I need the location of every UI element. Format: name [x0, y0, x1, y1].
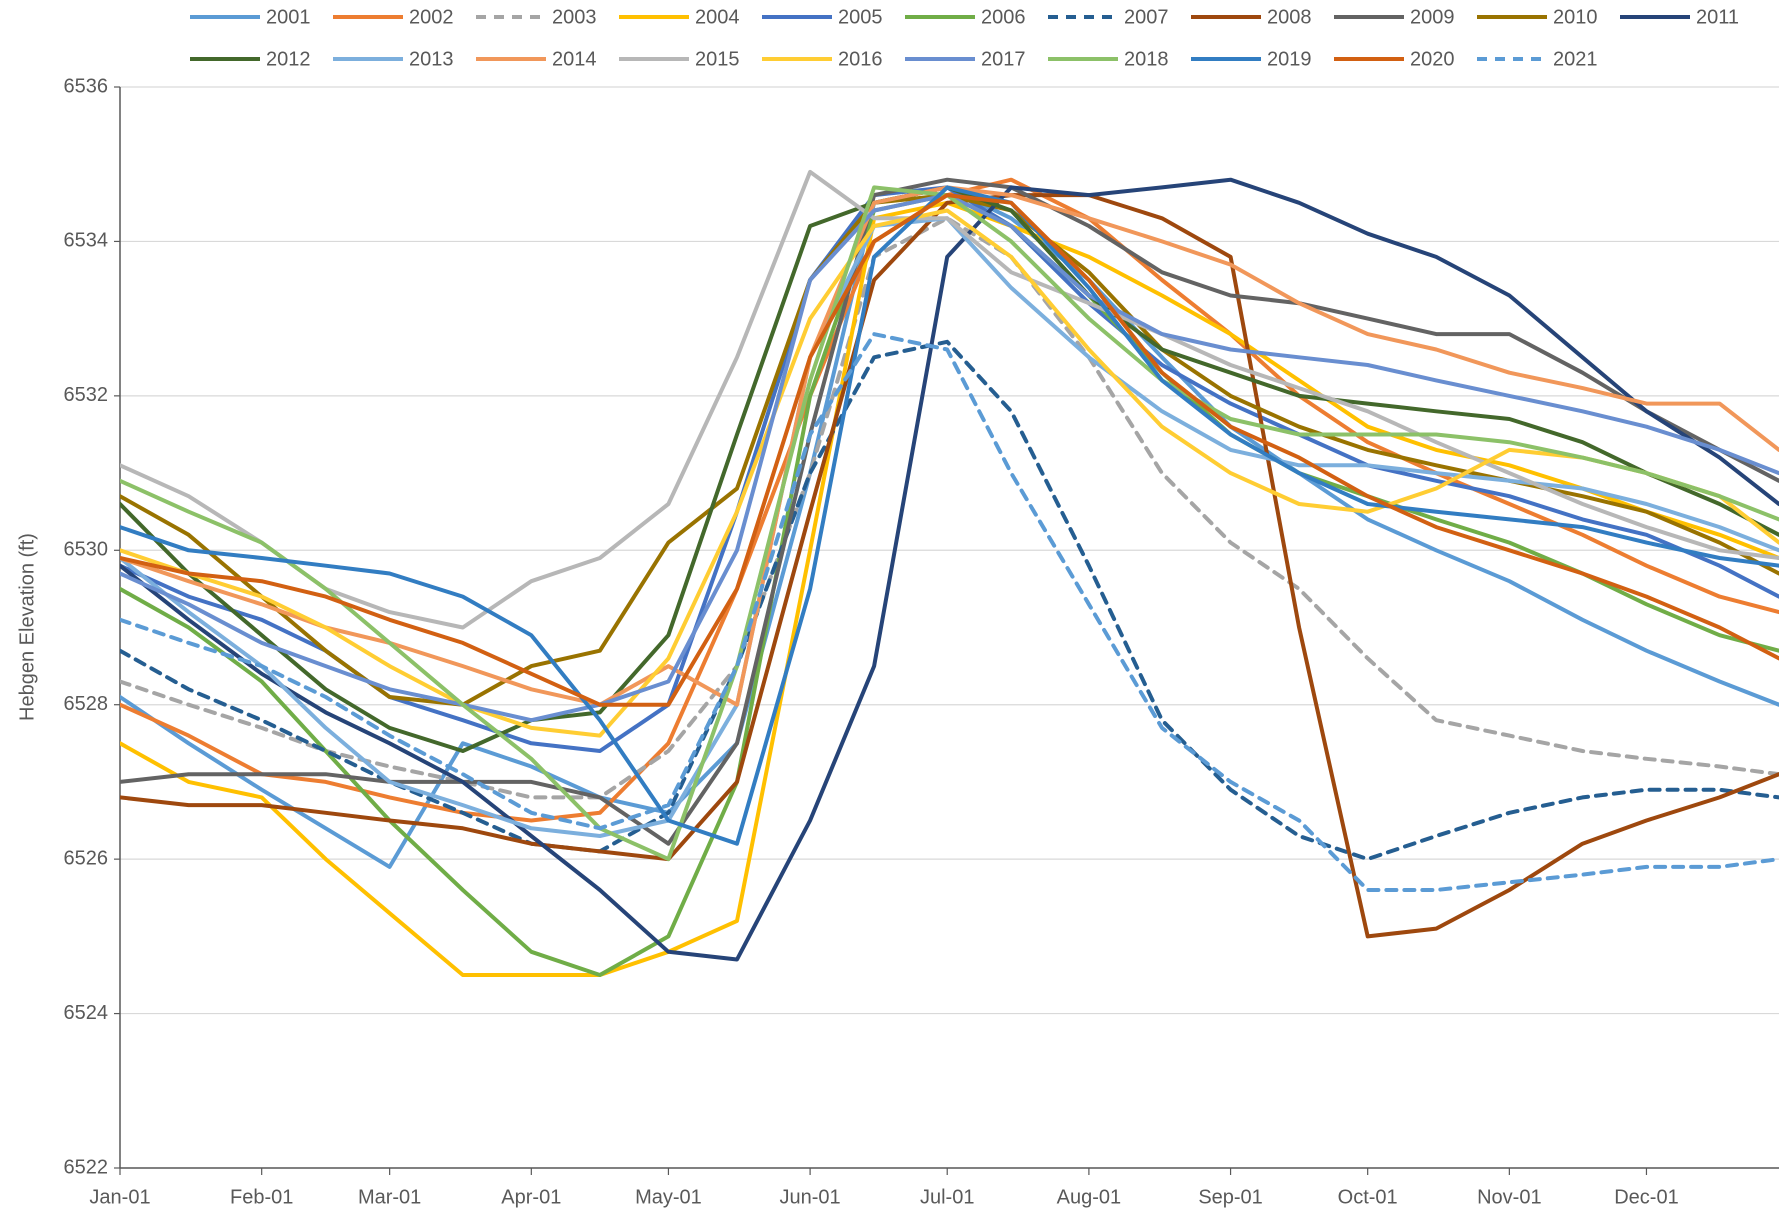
legend-label: 2005 [838, 6, 883, 28]
x-tick-label: Jan-01 [89, 1186, 150, 1208]
series-line [120, 193, 1779, 723]
legend-label: 2019 [1267, 48, 1312, 70]
x-tick-label: Jul-01 [920, 1186, 974, 1208]
series-line [120, 208, 1779, 738]
legend-label: 2013 [409, 48, 454, 70]
x-tick-label: Jun-01 [780, 1186, 841, 1208]
y-tick-label: 6534 [64, 230, 109, 252]
legend-label: 2015 [695, 48, 740, 70]
legend-label: 2017 [981, 48, 1026, 70]
legend-label: 2011 [1696, 6, 1739, 28]
y-tick-label: 6536 [64, 75, 109, 97]
x-tick-label: Aug-01 [1057, 1186, 1122, 1208]
legend-label: 2012 [266, 48, 311, 70]
y-tick-label: 6530 [64, 539, 109, 561]
legend-label: 2008 [1267, 6, 1312, 28]
series-line [120, 193, 1779, 707]
y-tick-label: 6522 [64, 1156, 109, 1178]
legend-label: 2003 [552, 6, 597, 28]
y-tick-label: 6526 [64, 847, 109, 869]
series-line [120, 339, 1779, 862]
x-tick-label: Nov-01 [1477, 1186, 1541, 1208]
legend-label: 2020 [1410, 48, 1455, 70]
legend-label: 2010 [1553, 6, 1598, 28]
series-line [120, 216, 1779, 800]
plot-area [120, 169, 1779, 977]
series-line [120, 193, 1779, 939]
y-tick-label: 6532 [64, 384, 109, 406]
x-tick-label: Apr-01 [501, 1186, 561, 1208]
legend-label: 2002 [409, 6, 454, 28]
legend-label: 2006 [981, 6, 1026, 28]
legend-label: 2004 [695, 6, 740, 28]
x-tick-label: May-01 [635, 1186, 702, 1208]
x-tick-label: Sep-01 [1198, 1186, 1263, 1208]
series-line [120, 193, 1779, 707]
y-tick-label: 6528 [64, 693, 109, 715]
y-tick-label: 6524 [64, 1002, 109, 1024]
legend-label: 2001 [266, 6, 311, 28]
legend-label: 2016 [838, 48, 883, 70]
series-line [120, 332, 1779, 892]
legend-label: 2009 [1410, 6, 1455, 28]
legend-label: 2014 [552, 48, 597, 70]
x-tick-label: Oct-01 [1338, 1186, 1398, 1208]
series-line [120, 177, 1779, 962]
series-line [120, 185, 1779, 753]
series-line [120, 185, 1779, 753]
legend-label: 2007 [1124, 6, 1169, 28]
x-tick-label: Mar-01 [358, 1186, 421, 1208]
legend-label: 2021 [1553, 48, 1598, 70]
series-line [120, 185, 1779, 846]
y-axis-title: Hebgen Elevation (ft) [16, 533, 38, 721]
legend-label: 2018 [1124, 48, 1169, 70]
series-line [120, 169, 1779, 630]
x-tick-label: Feb-01 [230, 1186, 293, 1208]
x-tick-label: Dec-01 [1614, 1186, 1678, 1208]
